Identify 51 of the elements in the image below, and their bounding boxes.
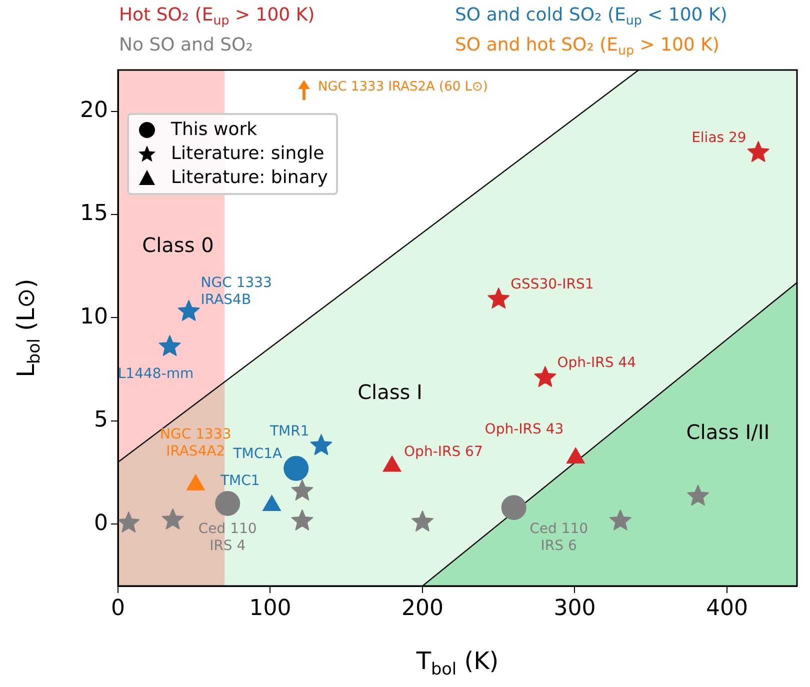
y-tick-label: 20 bbox=[80, 98, 108, 123]
point bbox=[687, 484, 710, 506]
y-tick-label: 5 bbox=[94, 408, 108, 433]
point bbox=[501, 495, 526, 520]
x-tick-label: 400 bbox=[706, 596, 748, 621]
annotation: Oph-IRS 67 bbox=[404, 444, 483, 460]
annotation: TMC1 bbox=[219, 473, 260, 490]
point bbox=[534, 366, 556, 387]
annotation: Class I bbox=[358, 380, 422, 404]
point bbox=[162, 508, 184, 530]
annotation: GSS30-IRS1 bbox=[510, 276, 594, 293]
x-tick-label: 0 bbox=[111, 596, 125, 621]
point bbox=[178, 300, 200, 321]
point bbox=[609, 509, 632, 530]
annotation: NGC 1333 IRAS2A (60 L⊙) bbox=[318, 79, 488, 94]
point bbox=[488, 288, 510, 309]
y-axis-title: Lbol (L⊙) bbox=[12, 278, 44, 378]
annotation: This work bbox=[171, 118, 258, 142]
point bbox=[158, 335, 181, 356]
x-tick-label: 300 bbox=[554, 596, 596, 621]
y-tick-label: 0 bbox=[94, 510, 108, 536]
annotation: TMC1A bbox=[232, 446, 283, 462]
annotation: Elias 29 bbox=[692, 130, 746, 146]
point bbox=[291, 509, 314, 530]
annotation: NGC 1333 IRAS4B bbox=[200, 275, 272, 308]
point bbox=[412, 510, 434, 532]
point bbox=[262, 495, 281, 512]
point bbox=[118, 512, 140, 532]
annotation: Class I/II bbox=[686, 420, 770, 444]
y-tick-label: 10 bbox=[80, 304, 108, 330]
point bbox=[215, 490, 240, 516]
point bbox=[747, 141, 770, 162]
annotation: TMR1 bbox=[268, 423, 310, 440]
text: No SO and SO₂ bbox=[119, 34, 253, 56]
x-tick-label: 100 bbox=[249, 596, 292, 621]
point bbox=[284, 456, 309, 481]
point bbox=[291, 480, 314, 500]
annotation: L1448-mm bbox=[118, 366, 194, 382]
x-tick-label: 200 bbox=[401, 596, 444, 621]
annotation: Class 0 bbox=[142, 233, 214, 258]
annotation: Ced 110 IRS 6 bbox=[530, 521, 588, 554]
point bbox=[310, 434, 332, 456]
annotation: Literature: binary bbox=[171, 166, 328, 190]
point bbox=[382, 456, 402, 472]
point bbox=[566, 448, 585, 464]
annotation: NGC 1333 IRAS4A2 bbox=[160, 426, 232, 460]
annotation: Ced 110 IRS 4 bbox=[198, 521, 257, 554]
annotation: Oph-IRS 43 bbox=[484, 422, 564, 438]
y-tick-label: 15 bbox=[80, 201, 108, 226]
annotation: Literature: single bbox=[171, 142, 324, 166]
annotation: Oph-IRS 44 bbox=[557, 355, 636, 372]
